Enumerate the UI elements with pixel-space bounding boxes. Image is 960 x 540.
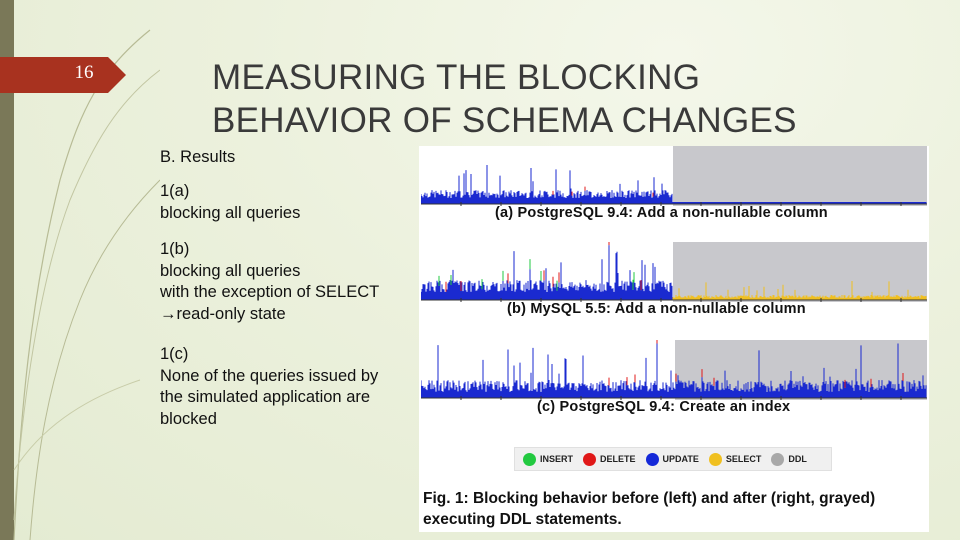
result-b-line-1: blocking all queries	[160, 261, 301, 280]
figure-image: (a) PostgreSQL 9.4: Add a non-nullable c…	[419, 146, 929, 532]
slide-title-line-1: MEASURING THE BLOCKING	[212, 58, 701, 97]
plot-b-after-region	[673, 242, 927, 302]
result-c-id: 1(c)	[160, 345, 189, 363]
plot-a-after-region	[673, 146, 927, 206]
figure-caption: Fig. 1: Blocking behavior before (left) …	[423, 488, 928, 530]
result-c: 1(c) None of the queries issued by the s…	[160, 344, 378, 430]
result-c-line-1: None of the queries issued by	[160, 366, 379, 385]
plot-a-canvas	[421, 146, 927, 206]
plot-a-caption: (a) PostgreSQL 9.4: Add a non-nullable c…	[495, 205, 828, 221]
slide-title: MEASURING THE BLOCKING BEHAVIOR OF SCHEM…	[212, 56, 912, 142]
legend-insert: INSERT	[523, 452, 573, 466]
slide-number: 16	[74, 62, 94, 83]
figure-caption-line-1: Fig. 1: Blocking behavior before (left) …	[423, 490, 876, 507]
figure-caption-line-2: executing DDL statements.	[423, 511, 622, 528]
ddl-dot-icon	[771, 452, 785, 466]
result-b-line-3: →read-only state	[160, 304, 286, 323]
plot-b-caption: (b) MySQL 5.5: Add a non-nullable column	[507, 301, 806, 317]
update-dot-icon	[645, 452, 659, 466]
delete-dot-icon	[583, 452, 597, 466]
insert-dot-icon	[523, 452, 536, 466]
result-c-line-2: the simulated application are	[160, 388, 371, 406]
plot-b-canvas	[421, 242, 927, 302]
left-accent-bar	[0, 0, 14, 540]
results-heading: B. Results	[160, 148, 236, 166]
legend-delete: DELETE	[583, 452, 636, 466]
slide-title-line-2: BEHAVIOR OF SCHEMA CHANGES	[212, 101, 797, 140]
result-a: 1(a) blocking all queries	[160, 181, 300, 224]
select-dot-icon	[708, 452, 722, 466]
plot-panel-a	[421, 146, 927, 206]
plot-panel-b	[421, 242, 927, 302]
legend-update: UPDATE	[645, 452, 699, 466]
result-b-line-2: with the exception of SELECT	[160, 283, 380, 301]
legend-ddl: DDL	[771, 452, 807, 466]
slide-number-tab	[0, 57, 126, 93]
result-a-text: blocking all queries	[160, 203, 301, 222]
result-b: 1(b) blocking all queries with the excep…	[160, 239, 379, 325]
result-b-id: 1(b)	[160, 240, 190, 258]
plot-c-canvas	[421, 340, 927, 400]
plot-c-caption: (c) PostgreSQL 9.4: Create an index	[537, 399, 791, 415]
legend: INSERT DELETE UPDATE SELECT DDL	[514, 447, 832, 471]
result-c-line-3: blocked	[160, 409, 217, 428]
legend-select: SELECT	[708, 452, 761, 466]
result-a-id: 1(a)	[160, 182, 190, 200]
plot-panel-c	[421, 340, 927, 400]
